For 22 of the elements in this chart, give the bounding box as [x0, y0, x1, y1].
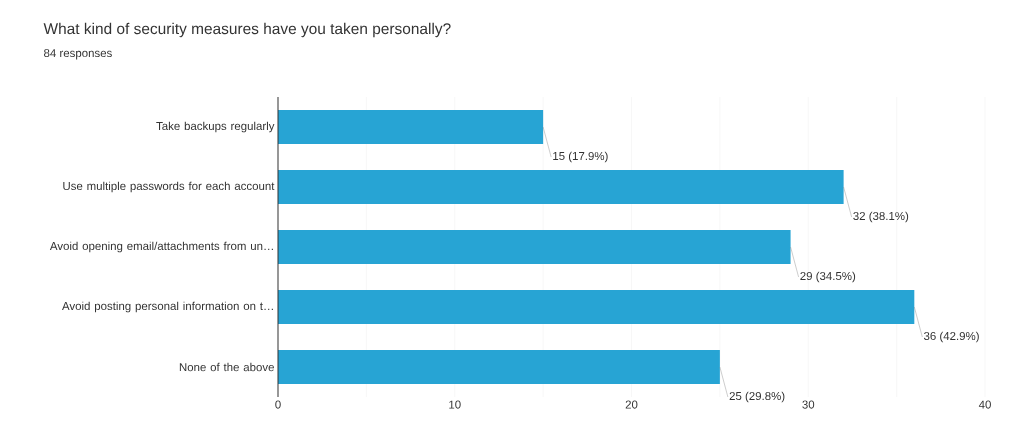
x-tick-label: 20 [625, 400, 638, 409]
y-tick-label: Use multiple passwords for each account [63, 181, 275, 193]
data-label: 36 (42.9%) [923, 331, 979, 343]
y-tick-label: Take backups regularly [156, 121, 275, 133]
bar [278, 170, 844, 204]
data-label: 15 (17.9%) [553, 151, 608, 163]
y-tick-label: None of the above [179, 362, 274, 372]
text: 84 responses [44, 49, 112, 60]
bar [278, 350, 720, 384]
bar [278, 230, 791, 264]
x-tick-label: 0 [275, 400, 281, 409]
data-label: 32 (38.1%) [853, 211, 909, 223]
y-tick-label: Avoid opening email/attachments from un… [49, 241, 273, 253]
chart-title: What kind of security measures have you taken personally? [43, 22, 451, 38]
x-tick-label: 40 [978, 400, 991, 409]
data-label: 29 (34.5%) [800, 271, 856, 283]
x-tick-label: 10 [449, 400, 461, 409]
data-label: 25 (29.8%) [729, 391, 785, 403]
x-tick-label: 30 [802, 400, 815, 409]
bar [278, 290, 915, 324]
bar [278, 110, 544, 144]
y-tick-label: Avoid posting personal information on t… [62, 301, 273, 313]
